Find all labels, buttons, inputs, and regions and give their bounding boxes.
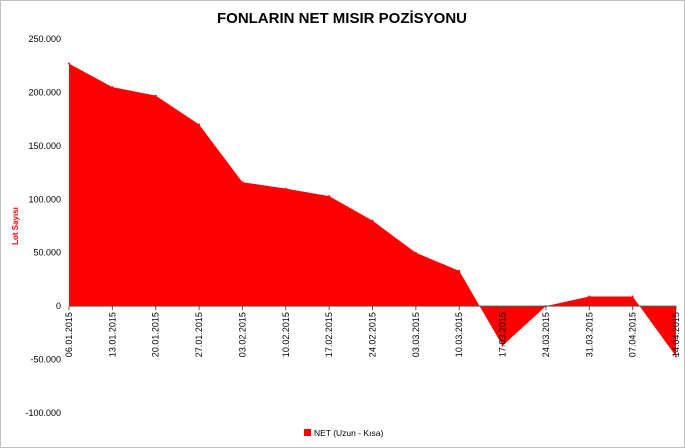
data-point [111,86,114,89]
x-tick-label: 20.01.2015 [151,312,161,357]
data-point [68,62,70,65]
chart-title: FONLARIN NET MISIR POZİSYONU [217,10,467,27]
data-point [458,269,461,272]
y-tick-label: 200.000 [28,87,61,97]
y-axis: 250.000 200.000 150.000 100.000 50.000 0 -50.0… [25,34,61,418]
y-tick-label: 100.000 [28,194,61,204]
y-tick-label: 150.000 [28,141,61,151]
x-tick-label: 27.01.2015 [194,312,204,357]
series-area-layer [68,62,677,358]
x-tick-label: 03.02.2015 [237,312,247,357]
x-tick-label: 03.03.2015 [411,312,421,357]
y-tick-label: 0 [56,301,61,311]
y-tick-label: -100.000 [25,408,61,418]
x-tick-label: 17.03.2015 [498,312,508,357]
x-tick-labels: 06.01.2015 13.01.2015 20.01.2015 27.01.2015… [64,312,681,357]
data-point [154,94,157,97]
x-tick-label: 24.02.2015 [368,312,378,357]
data-point [501,344,504,347]
data-point [241,181,244,184]
x-tick-label: 17.02.2015 [324,312,334,357]
x-tick-label: 13.01.2015 [107,312,117,357]
x-tick-label: 24.03.2015 [541,312,551,357]
data-point [631,295,634,298]
legend-label: NET (Uzun - Kısa) [314,428,383,438]
x-tick-label: 10.03.2015 [454,312,464,357]
legend-swatch [304,429,311,436]
x-tick-label: 07.04.2015 [628,312,638,357]
x-tick-label: 31.03.2015 [584,312,594,357]
series-area-net [69,63,676,357]
x-tick-label: 06.01.2015 [64,312,74,357]
data-point [414,251,417,254]
data-point [371,219,374,222]
x-tick-label: 14.04.2015 [671,312,681,357]
y-tick-label: 250.000 [28,34,61,44]
y-tick-label: -50.000 [30,355,61,365]
data-point [588,295,591,298]
legend: NET (Uzun - Kısa) [304,428,383,438]
data-point [675,355,677,358]
data-point [284,187,287,190]
x-tick-label: 10.02.2015 [281,312,291,357]
data-point [328,195,331,198]
data-point [198,123,201,126]
x-axis [68,305,677,311]
y-axis-label: Lot Sayısı [11,207,20,245]
y-tick-label: 50.000 [33,248,61,258]
